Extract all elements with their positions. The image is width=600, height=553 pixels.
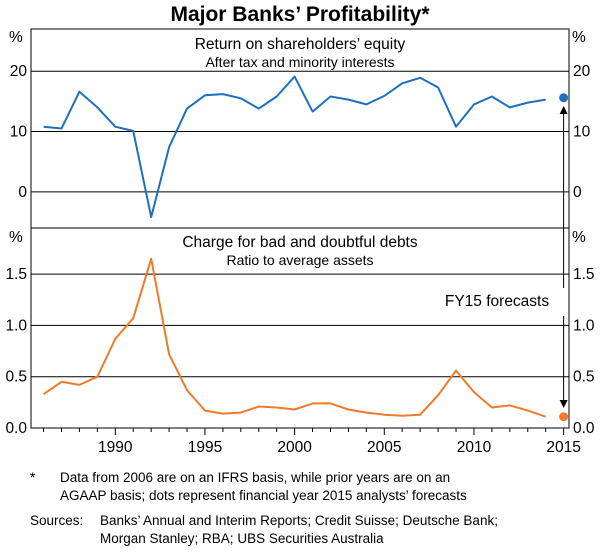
footnote-star: * (30, 470, 36, 485)
panel-0-ytick-right: 20 (573, 63, 591, 80)
panel-0-ytick-left: 0 (18, 184, 27, 201)
panel-0-forecast-dot (559, 93, 569, 103)
panel-1-ytick-left: 1.5 (5, 266, 27, 283)
bad-debts-panel-title: Charge for bad and doubtful debts (182, 234, 418, 251)
footnote-line-1: Data from 2006 are on an IFRS basis, whi… (60, 470, 450, 485)
forecast-annotation: FY15 forecasts (445, 293, 549, 310)
bad-debts-unit-right: % (572, 229, 586, 246)
panel-1-ytick-left: 0.5 (5, 369, 27, 386)
panel-1-ytick-right: 0.0 (573, 420, 595, 437)
roe-unit-right: % (572, 29, 586, 46)
bad-debts-panel-subtitle: Ratio to average assets (226, 252, 373, 268)
panel-1-ytick-right: 0.5 (573, 369, 595, 386)
x-tick-label: 2015 (546, 439, 580, 456)
panel-1-ytick-left: 0.0 (5, 420, 27, 437)
x-axis: 1990 1995 2000 2005 2010 2015 (43, 428, 581, 456)
bad-debts-unit-left: % (9, 229, 23, 246)
x-tick-label: 1995 (188, 439, 222, 456)
roe-panel-subtitle: After tax and minority interests (205, 54, 394, 70)
panel-1-ytick-right: 1.5 (573, 266, 595, 283)
panel-1-marks: 0.0 0.0 0.5 0.5 1.0 1.0 1.5 1.5 (5, 257, 595, 437)
panel-1-forecast-dot (559, 412, 569, 422)
roe-panel: Return on shareholders’ equity After tax… (9, 29, 586, 70)
bad-debts-panel: Charge for bad and doubtful debts Ratio … (9, 229, 586, 268)
x-tick-label: 1990 (98, 439, 133, 456)
panel-0-marks: 0 0 10 10 20 20 (10, 63, 591, 219)
panel-0-ytick-left: 10 (10, 124, 28, 141)
sources-label: Sources: (30, 513, 83, 528)
sources-line-1: Banks’ Annual and Interim Reports; Credi… (100, 513, 498, 528)
panel-0-ytick-right: 0 (573, 184, 582, 201)
panel-1-series-line (43, 257, 547, 418)
chart-title: Major Banks’ Profitability* (170, 3, 430, 26)
footnotes: * Data from 2006 are on an IFRS basis, w… (30, 470, 498, 546)
panel-1-ytick-left: 1.0 (5, 317, 27, 334)
panel-0-ytick-right: 10 (573, 124, 591, 141)
x-tick-label: 2005 (367, 439, 401, 456)
sources-line-2: Morgan Stanley; RBA; UBS Securities Aust… (100, 531, 384, 546)
panel-0-ytick-left: 20 (10, 63, 28, 80)
roe-panel-title: Return on shareholders’ equity (195, 36, 406, 53)
footnote-line-2: AGAAP basis; dots represent financial ye… (60, 488, 467, 503)
roe-unit-left: % (9, 29, 23, 46)
panel-0-series-line (43, 75, 546, 219)
x-tick-label: 2000 (277, 439, 312, 456)
x-tick-label: 2010 (457, 439, 492, 456)
panel-1-ytick-right: 1.0 (573, 317, 595, 334)
